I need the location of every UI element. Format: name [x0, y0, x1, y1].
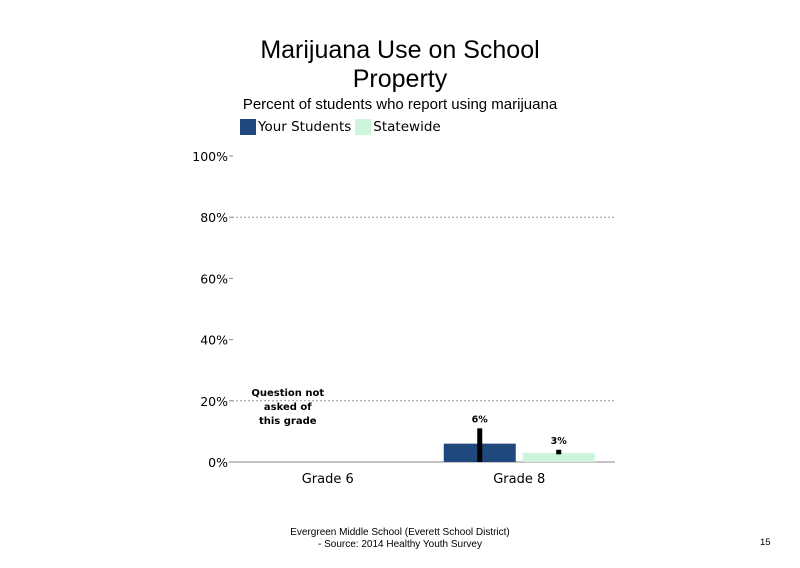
legend-swatch-your-students — [240, 119, 256, 135]
page-number: 15 — [760, 537, 771, 548]
annotation-text: this grade — [259, 416, 317, 427]
error-bar — [477, 428, 483, 462]
legend-swatch-statewide — [355, 119, 372, 135]
y-tick-label: 100% — [192, 149, 228, 164]
data-label: 3% — [551, 436, 568, 447]
chart-title-line-1: Marijuana Use on School — [260, 36, 540, 64]
chart-legend: Your Students Statewide — [240, 118, 445, 136]
x-category-label: Grade 8 — [493, 472, 545, 487]
error-bar — [556, 449, 562, 455]
chart-title: Marijuana Use on School Property — [200, 36, 600, 94]
footer-school: Evergreen Middle School (Everett School … — [290, 527, 510, 538]
bar-statewide — [522, 452, 595, 462]
y-tick-label: 0% — [208, 455, 228, 470]
legend-label-statewide: Statewide — [373, 119, 441, 135]
footer: Evergreen Middle School (Everett School … — [200, 527, 600, 551]
annotation-text: asked of — [264, 402, 312, 413]
y-tick-label: 80% — [200, 210, 228, 225]
legend-item-your-students: Your Students — [240, 119, 351, 135]
annotation-text: Question not — [251, 388, 324, 399]
legend-item-statewide: Statewide — [355, 119, 441, 135]
data-label: 6% — [472, 414, 489, 425]
y-tick-label: 40% — [200, 333, 228, 348]
legend-label-your-students: Your Students — [258, 119, 352, 135]
y-tick-label: 20% — [200, 394, 228, 409]
y-tick-label: 60% — [200, 271, 228, 286]
chart-title-line-2: Property — [352, 65, 448, 93]
chart-subtitle: Percent of students who report using mar… — [242, 96, 558, 113]
x-category-label: Grade 6 — [302, 472, 354, 487]
footer-source: - Source: 2014 Healthy Youth Survey — [318, 539, 482, 550]
